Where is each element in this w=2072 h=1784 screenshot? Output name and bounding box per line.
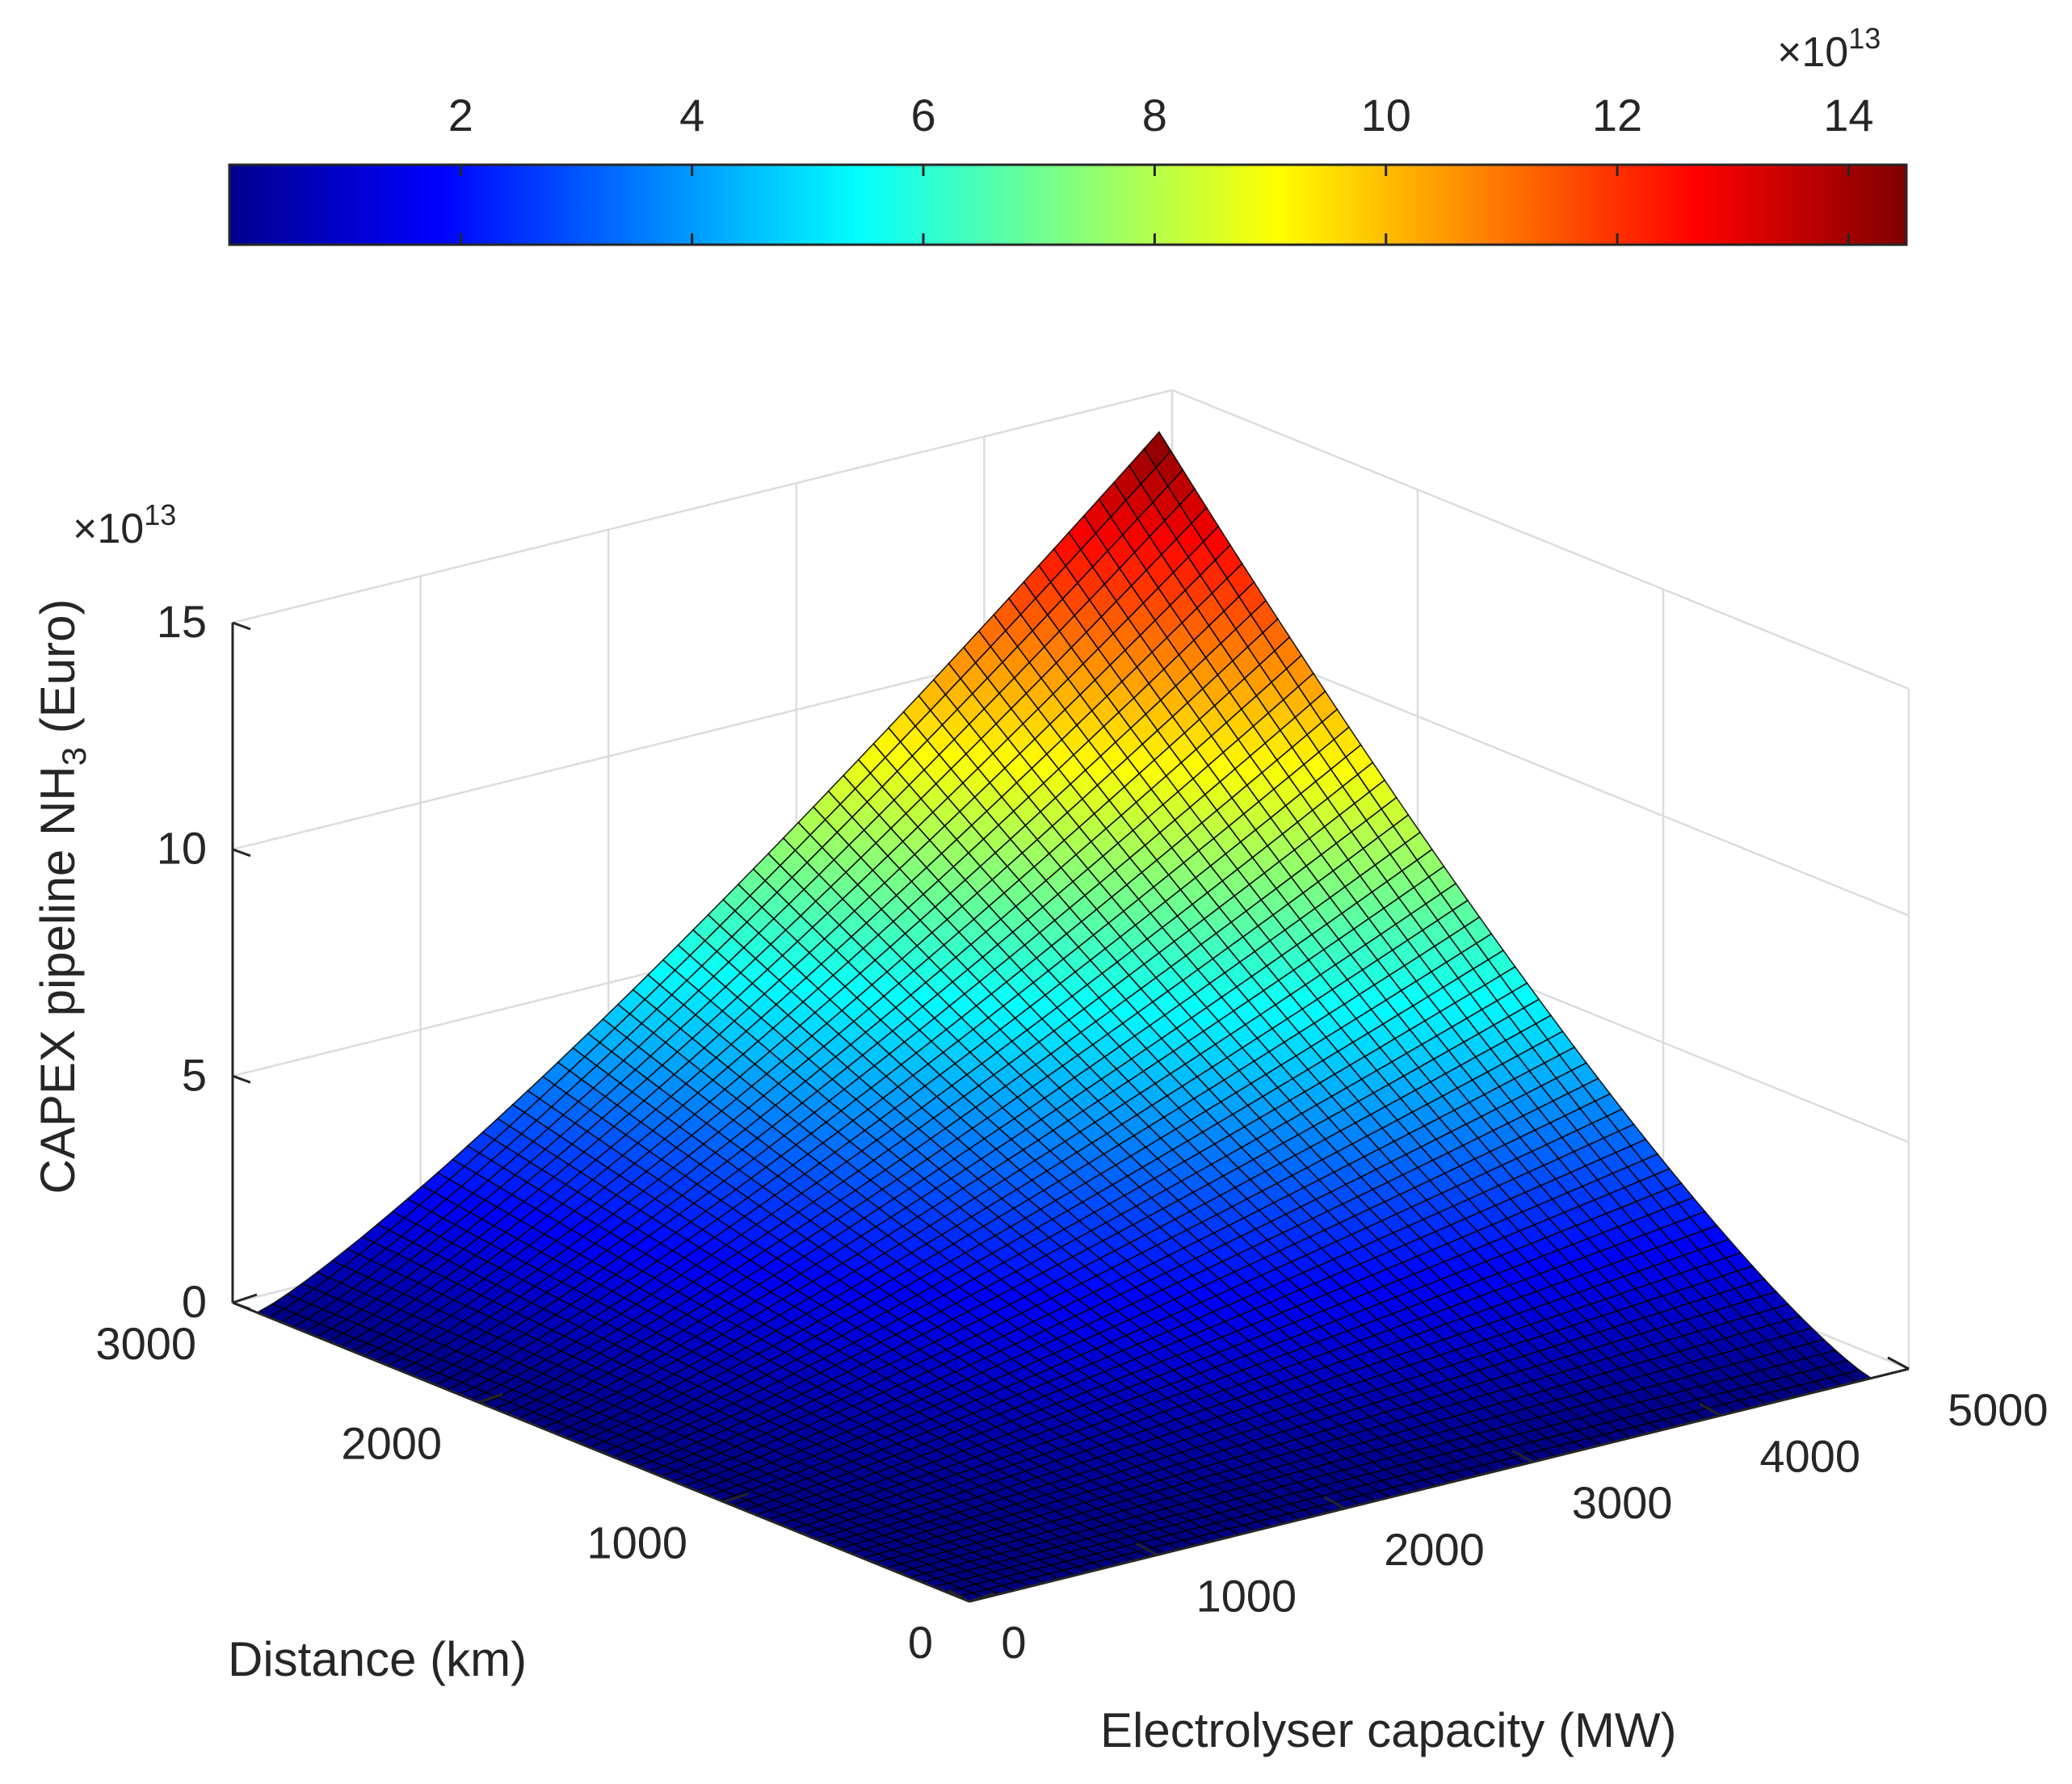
y-axis-line — [232, 1301, 970, 1603]
x-tick — [1323, 1496, 1346, 1510]
x-axis-line — [969, 1367, 1910, 1603]
x-tick — [1135, 1543, 1158, 1556]
x-tick-label: 0 — [1001, 1617, 1026, 1668]
y-tick-label: 1000 — [586, 1517, 687, 1568]
z-tick-label: 5 — [182, 1049, 207, 1100]
x-tick — [948, 1589, 970, 1603]
colorbar-gradient — [228, 163, 1908, 246]
y-axis-label: Distance (km) — [228, 1632, 527, 1686]
z-tick-label: 10 — [157, 823, 207, 874]
x-tick — [1511, 1449, 1534, 1463]
x-tick — [1699, 1403, 1722, 1417]
colorbar-ticks: 2 4 6 8 10 12 14 — [448, 90, 1874, 245]
y-tick-label: 3000 — [95, 1318, 196, 1369]
x-tick — [1887, 1356, 1910, 1371]
colorbar-tick-label: 4 — [679, 90, 704, 141]
y-tick — [723, 1492, 749, 1504]
z-tick — [232, 1074, 251, 1084]
colorbar-tick-label: 2 — [448, 90, 473, 141]
z-tick — [232, 1301, 251, 1311]
z-axis-multiplier: ×1013 — [73, 498, 176, 552]
z-tick-label: 0 — [182, 1276, 207, 1327]
z-tick-label: 15 — [157, 596, 207, 647]
y-tick — [232, 1293, 258, 1304]
y-tick-label: 2000 — [341, 1417, 442, 1468]
colorbar-tick-label: 14 — [1823, 90, 1873, 141]
colorbar-tick-label: 8 — [1142, 90, 1167, 141]
x-axis-label: Electrolyser capacity (MW) — [1100, 1703, 1676, 1757]
grid-line — [1171, 388, 1910, 691]
x-tick-label: 3000 — [1572, 1477, 1673, 1528]
y-tick — [969, 1592, 994, 1603]
colorbar: 2 4 6 8 10 12 14 ×1013 — [228, 22, 1908, 246]
x-tick-label: 5000 — [1948, 1384, 2049, 1435]
colorbar-tick-label: 10 — [1361, 90, 1411, 141]
colorbar-tick-label: 12 — [1592, 90, 1642, 141]
x-tick-label: 1000 — [1196, 1570, 1297, 1621]
surface-mesh — [255, 430, 1873, 1602]
colorbar-tick-label: 6 — [910, 90, 935, 141]
z-tick — [232, 621, 251, 631]
y-tick — [477, 1392, 503, 1404]
z-tick — [232, 848, 251, 858]
colorbar-multiplier: ×1013 — [1777, 22, 1881, 76]
x-tick-label: 2000 — [1384, 1524, 1485, 1575]
grid-line — [232, 388, 1173, 624]
y-tick-label: 0 — [908, 1617, 933, 1668]
x-tick-label: 4000 — [1759, 1431, 1860, 1482]
z-axis-label: CAPEX pipeline NH3 (Euro) — [31, 599, 93, 1194]
